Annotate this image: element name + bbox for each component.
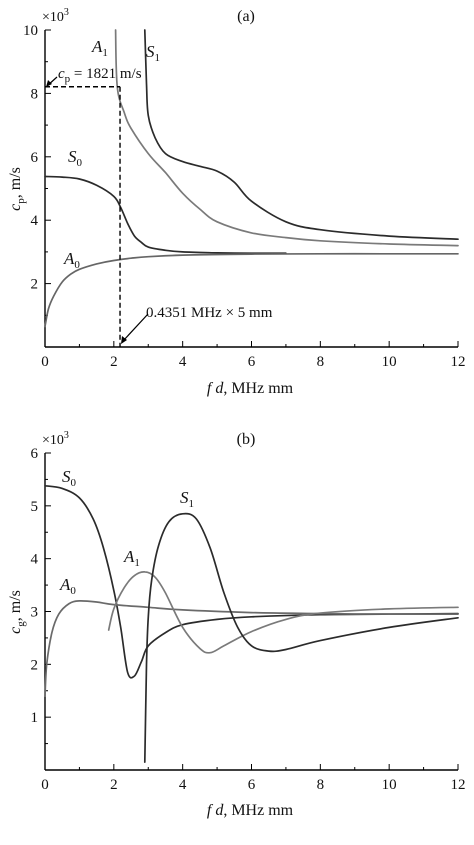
plot-b-ylabel: cg, m/s (7, 590, 27, 634)
cp-annotation-sub: p (65, 73, 71, 85)
curve-label-a-a0: A0 (63, 249, 80, 271)
x-tick-label-a-4: 8 (317, 354, 325, 370)
curve-a-s0 (44, 175, 287, 255)
x-tick-label-b-4: 8 (317, 777, 325, 793)
x-tick-label-a-2: 4 (179, 354, 187, 370)
curve-label-a-s0-name: S (68, 147, 77, 166)
plot-a-y-multiplier: ×103 (42, 7, 69, 25)
plot-b-curve-labels: S0 S1 A1 A0 (59, 467, 194, 597)
y-tick-label-b-1: 2 (31, 657, 39, 673)
y-tick-label-a-3: 8 (31, 86, 39, 102)
plot-a-curve-labels: A1 S1 S0 A0 (63, 37, 160, 271)
plot-b-xlabel-var: f d (207, 802, 224, 819)
cp-annotation-value: = 1821 m/s (70, 66, 142, 82)
plot-a-xlabel-unit: , MHz mm (223, 380, 293, 397)
plot-b-frame (44, 453, 458, 771)
y-tick-label-b-3: 4 (31, 552, 39, 568)
curve-label-a-s1: S1 (146, 42, 160, 64)
curve-label-b-a1-sub: 1 (134, 557, 140, 569)
curve-label-a-a0-name: A (63, 249, 75, 268)
curve-label-a-s0-sub: 0 (77, 157, 83, 169)
curve-label-b-s1-sub: 1 (189, 498, 195, 510)
y-tick-label-a-0: 2 (31, 277, 39, 293)
x-tick-label-b-5: 10 (382, 777, 397, 793)
plot-b-ylabel-var: c (7, 627, 24, 634)
curve-label-a-a1-name: A (91, 37, 103, 56)
curve-label-a-a1-sub: 1 (102, 47, 108, 59)
cp-arrowhead (46, 80, 52, 87)
svg-text:×103: ×103 (42, 7, 69, 25)
plot-a-ylabel-unit: , m/s (7, 167, 24, 198)
curve-label-b-a0-name: A (59, 575, 71, 594)
x-tick-label-b-6: 12 (451, 777, 466, 793)
plot-a-ylabel: cp, m/s (7, 167, 27, 211)
cp-annotation-var: c (58, 66, 65, 82)
panel-b-label: (b) (237, 431, 256, 448)
x-tick-label-a-0: 0 (41, 354, 49, 370)
fd-arrow (122, 313, 149, 342)
x-tick-label-b-2: 4 (179, 777, 187, 793)
x-tick-label-a-3: 6 (248, 354, 256, 370)
plot-a-ylabel-var: c (7, 204, 24, 211)
plot-b-ylabel-sub: g (15, 621, 27, 627)
curve-label-a-s1-sub: 1 (155, 52, 161, 64)
y-tick-label-b-5: 6 (31, 446, 39, 462)
y-tick-label-b-0: 1 (31, 710, 39, 726)
plot-b-xlabel-unit: , MHz mm (223, 802, 293, 819)
plot-b-y-multiplier-exp: 3 (64, 430, 69, 441)
plot-b-y-multiplier-base: ×10 (42, 433, 64, 448)
curve-label-a-s0: S0 (68, 147, 83, 169)
y-tick-label-a-1: 4 (31, 213, 39, 229)
x-tick-label-b-0: 0 (41, 777, 49, 793)
curve-a-a1 (114, 29, 459, 247)
plot-b-y-multiplier: ×103 (42, 430, 69, 448)
curve-a-a0 (44, 252, 459, 328)
curve-label-b-s0-name: S (62, 467, 71, 486)
y-tick-label-a-4: 10 (23, 23, 38, 39)
cp-annotation: cp = 1821 m/s (58, 66, 142, 85)
curve-b-a0 (44, 600, 459, 697)
y-tick-label-b-4: 5 (31, 499, 39, 515)
curve-label-b-a1-name: A (123, 547, 135, 566)
plot-b-xlabel: f d, MHz mm (207, 802, 294, 819)
x-tick-label-a-5: 10 (382, 354, 397, 370)
curve-label-b-s1: S1 (180, 488, 194, 510)
curve-b-s1 (143, 512, 459, 763)
curve-b-a1 (107, 571, 459, 654)
y-tick-label-a-2: 6 (31, 150, 39, 166)
plot-a-curves (44, 29, 459, 328)
curve-label-b-s0-sub: 0 (71, 477, 77, 489)
curve-label-b-a1: A1 (123, 547, 140, 569)
plot-a-y-multiplier-base: ×10 (42, 10, 64, 25)
fd-arrowhead (121, 336, 127, 344)
plot-a-y-multiplier-exp: 3 (64, 7, 69, 18)
curve-b-s0 (44, 484, 459, 679)
y-tick-label-b-2: 3 (31, 605, 39, 621)
plot-a-annotations: cp = 1821 m/s 0.4351 MHz × 5 mm (45, 66, 273, 347)
curve-label-b-s0: S0 (62, 467, 77, 489)
plot-b-ylabel-unit: , m/s (7, 590, 24, 621)
curve-label-b-a0: A0 (59, 575, 76, 597)
x-tick-label-b-1: 2 (110, 777, 118, 793)
curve-label-a-s1-name: S (146, 42, 155, 61)
plot-a-xlabel-var: f d (207, 380, 224, 397)
x-tick-label-b-3: 6 (248, 777, 256, 793)
plot-a-xlabel: f d, MHz mm (207, 380, 294, 397)
panel-a-label: (a) (237, 8, 255, 25)
curve-label-a-a1: A1 (91, 37, 108, 59)
x-tick-label-a-1: 2 (110, 354, 118, 370)
curve-label-b-a0-sub: 0 (70, 585, 76, 597)
plot-a-ylabel-sub: p (15, 198, 27, 204)
fd-annotation: 0.4351 MHz × 5 mm (146, 305, 273, 321)
x-tick-label-a-6: 12 (451, 354, 466, 370)
curve-a-s1 (143, 29, 459, 241)
plot-b-curves (44, 484, 459, 763)
curve-label-b-s1-name: S (180, 488, 189, 507)
svg-text:×103: ×103 (42, 430, 69, 448)
curve-label-a-a0-sub: 0 (74, 259, 80, 271)
